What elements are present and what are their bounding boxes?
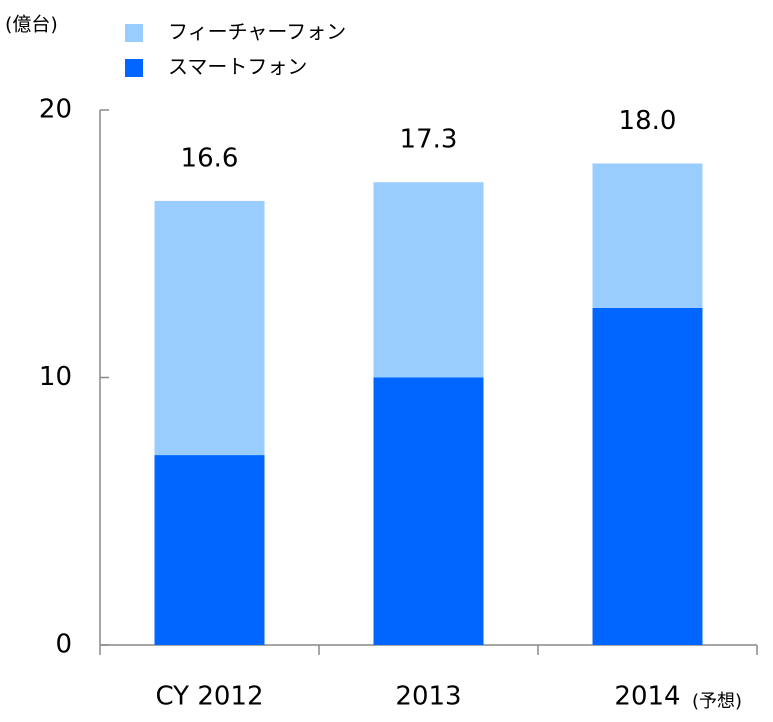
bar-segment [592, 307, 703, 645]
annotation: (予想) [692, 691, 742, 712]
y-tick-label: 0 [55, 630, 72, 660]
y-tick-label: 10 [39, 362, 72, 392]
bar-segment [154, 455, 265, 645]
x-tick-label: CY 2012 [155, 682, 263, 712]
total-label: 17.3 [400, 125, 458, 155]
bar-segment [373, 182, 484, 378]
legend-swatch [125, 59, 143, 77]
legend-label: フィーチャーフォン [168, 20, 346, 44]
bar-segment [154, 200, 265, 456]
bar-segment [592, 163, 703, 308]
bar-segment [373, 377, 484, 645]
legend-swatch [125, 24, 143, 42]
x-tick-label: 2013 [395, 682, 461, 712]
x-tick-label: 2014 [614, 682, 680, 712]
total-label: 16.6 [181, 143, 239, 173]
legend-label: スマートフォン [168, 55, 307, 79]
unit-label: (億台) [5, 14, 58, 36]
total-label: 18.0 [619, 106, 677, 136]
y-tick-label: 20 [39, 95, 72, 125]
